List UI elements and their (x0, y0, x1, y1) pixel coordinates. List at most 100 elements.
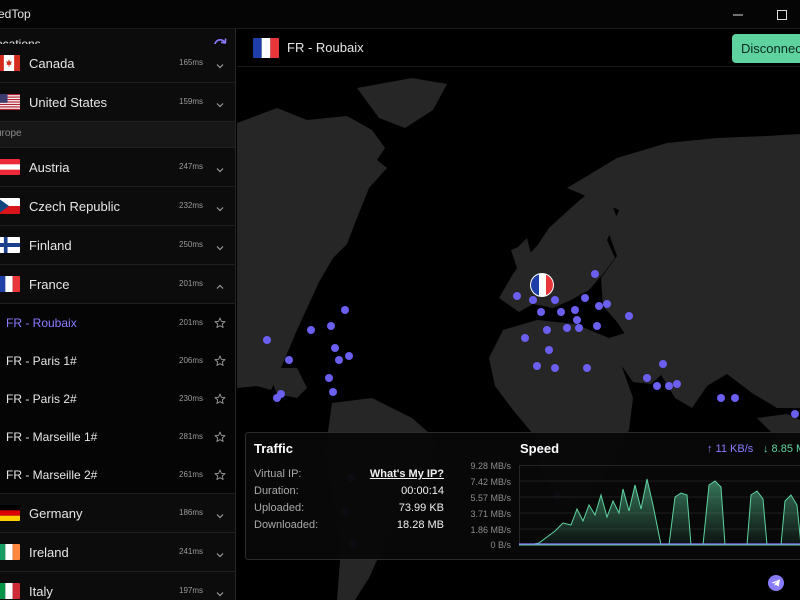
server-location-dot[interactable] (573, 316, 581, 324)
country-item[interactable]: Germany 186ms (0, 494, 235, 533)
server-location-dot[interactable] (341, 306, 349, 314)
country-item[interactable]: Czech Republic 232ms (0, 187, 235, 226)
chevron-down-icon[interactable] (215, 162, 225, 173)
country-name: Germany (29, 506, 83, 521)
country-ping: 159ms (179, 97, 204, 106)
server-ping: 261ms (179, 470, 204, 479)
country-item[interactable]: Ireland 241ms (0, 533, 235, 572)
server-location-dot[interactable] (583, 364, 591, 372)
server-item[interactable]: FR - Marseille 2# 261ms (0, 456, 235, 494)
selected-location-marker[interactable] (530, 273, 554, 297)
server-location-dot[interactable] (307, 326, 315, 334)
country-flag (0, 55, 20, 71)
server-location-dot[interactable] (653, 382, 661, 390)
country-item[interactable]: Finland 250ms (0, 226, 235, 265)
chevron-down-icon[interactable] (215, 201, 225, 212)
favorite-star-icon[interactable] (214, 316, 226, 328)
server-item[interactable]: FR - Roubaix 201ms (0, 304, 235, 342)
server-location-dot[interactable] (571, 306, 579, 314)
server-location-dot[interactable] (551, 364, 559, 372)
telegram-icon[interactable] (767, 574, 785, 592)
server-location-dot[interactable] (263, 336, 271, 344)
country-item[interactable]: United States 159ms (0, 83, 235, 122)
server-location-dot[interactable] (329, 388, 337, 396)
server-location-dot[interactable] (581, 294, 589, 302)
favorite-star-icon[interactable] (214, 392, 226, 404)
chevron-down-icon[interactable] (215, 586, 225, 597)
server-location-dot[interactable] (545, 346, 553, 354)
downloaded-value: 18.28 MB (396, 519, 444, 531)
server-location-dot[interactable] (521, 334, 529, 342)
traffic-title: Traffic (254, 441, 294, 456)
favorite-star-icon[interactable] (214, 430, 226, 442)
server-location-dot[interactable] (529, 296, 537, 304)
server-location-dot[interactable] (731, 394, 739, 402)
server-name: FR - Paris 2# (6, 392, 77, 406)
server-location-dot[interactable] (673, 380, 681, 388)
chevron-down-icon[interactable] (215, 58, 225, 69)
server-location-dot[interactable] (331, 344, 339, 352)
server-location-dot[interactable] (603, 300, 611, 308)
server-location-dot[interactable] (345, 352, 353, 360)
country-name: Finland (29, 238, 72, 253)
server-item[interactable]: FR - Paris 1# 206ms (0, 342, 235, 380)
country-flag (0, 505, 20, 521)
country-flag (0, 237, 20, 253)
favorite-star-icon[interactable] (214, 354, 226, 366)
server-location-dot[interactable] (335, 356, 343, 364)
server-location-dot[interactable] (665, 382, 673, 390)
upload-speed: ↑ 11 KB/s (707, 443, 754, 455)
country-item[interactable]: Canada 165ms (0, 44, 235, 83)
server-location-dot[interactable] (791, 410, 799, 418)
chevron-down-icon[interactable] (215, 547, 225, 558)
download-speed-area (519, 478, 800, 546)
server-location-dot[interactable] (273, 394, 281, 402)
server-item[interactable]: FR - Paris 2# 230ms (0, 380, 235, 418)
server-location-dot[interactable] (717, 394, 725, 402)
minimize-button[interactable] (716, 0, 760, 29)
country-ping: 186ms (179, 508, 204, 517)
server-location-dot[interactable] (533, 362, 541, 370)
country-item[interactable]: France 201ms (0, 265, 235, 304)
server-location-dot[interactable] (591, 270, 599, 278)
country-ping: 165ms (179, 58, 204, 67)
country-flag (0, 159, 20, 175)
server-location-dot[interactable] (285, 356, 293, 364)
server-location-dot[interactable] (593, 322, 601, 330)
country-item[interactable]: Italy 197ms (0, 572, 235, 600)
country-ping: 201ms (179, 279, 204, 288)
server-location-dot[interactable] (513, 292, 521, 300)
disconnect-button[interactable]: Disconnect (732, 34, 800, 63)
server-location-dot[interactable] (557, 308, 565, 316)
maximize-button[interactable] (760, 0, 800, 29)
speed-axis-label: 9.28 MB/s (470, 461, 511, 471)
server-location-dot[interactable] (537, 308, 545, 316)
server-location-dot[interactable] (625, 312, 633, 320)
virtual-ip-label: Virtual IP: (254, 468, 302, 480)
country-item[interactable]: Austria 247ms (0, 148, 235, 187)
server-location-dot[interactable] (543, 326, 551, 334)
selected-server-name: FR - Roubaix (287, 40, 364, 55)
chevron-down-icon[interactable] (215, 97, 225, 108)
country-flag (0, 276, 20, 292)
chevron-down-icon[interactable] (215, 508, 225, 519)
chevron-up-icon[interactable] (215, 279, 225, 289)
whats-my-ip-link[interactable]: What's My IP? (369, 468, 444, 480)
server-name: FR - Marseille 1# (6, 430, 98, 444)
country-ping: 250ms (179, 240, 204, 249)
server-location-dot[interactable] (659, 360, 667, 368)
server-location-dot[interactable] (551, 296, 559, 304)
server-item[interactable]: FR - Marseille 1# 281ms (0, 418, 235, 456)
server-location-dot[interactable] (327, 322, 335, 330)
server-location-dot[interactable] (325, 374, 333, 382)
chevron-down-icon[interactable] (215, 240, 225, 251)
server-location-dot[interactable] (595, 302, 603, 310)
stats-panel: Traffic Virtual IP: What's My IP? Durati… (245, 432, 800, 560)
country-ping: 197ms (179, 586, 204, 595)
favorite-star-icon[interactable] (214, 468, 226, 480)
download-speed: ↓ 8.85 MB/s (763, 443, 800, 455)
server-location-dot[interactable] (563, 324, 571, 332)
server-location-dot[interactable] (575, 324, 583, 332)
country-flag (0, 544, 20, 560)
server-location-dot[interactable] (643, 374, 651, 382)
